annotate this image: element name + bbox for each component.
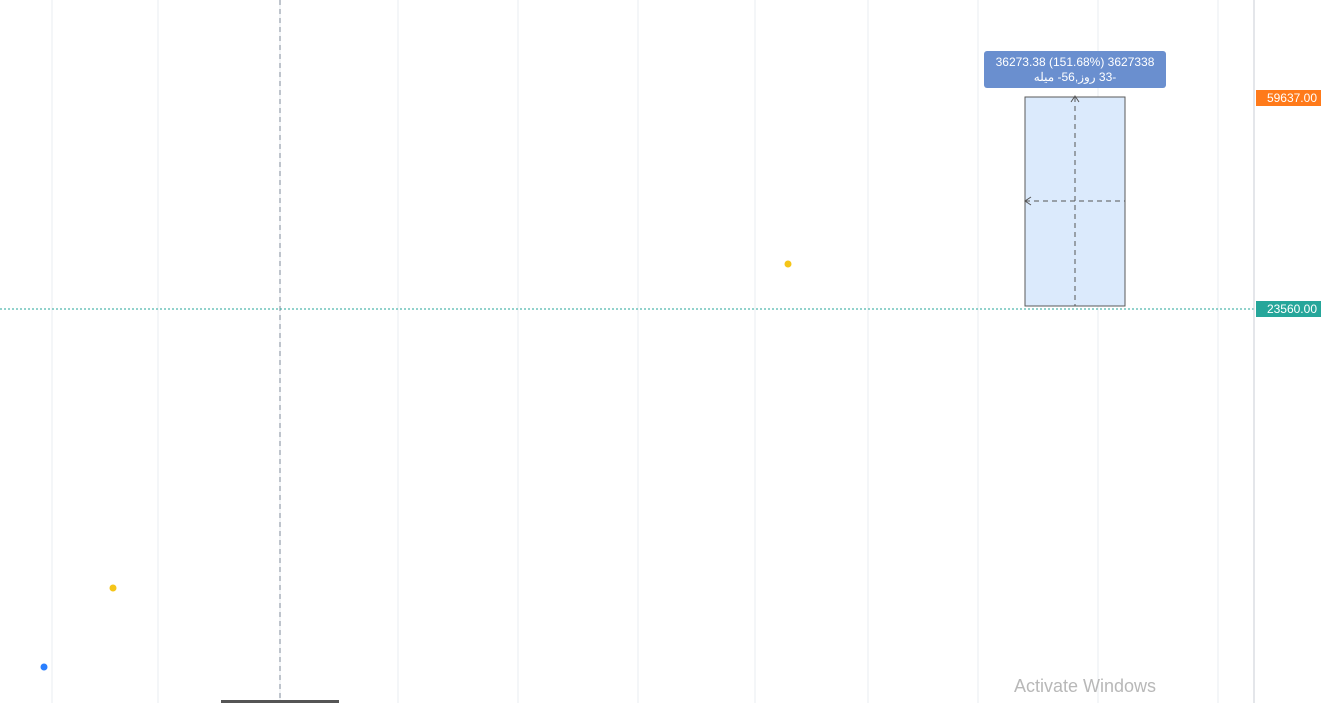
measure-tooltip-line2: -33 روز,56- میله bbox=[1033, 70, 1117, 84]
arrow-left-icon bbox=[1024, 196, 1032, 206]
measure-tooltip-line1: 36273.38 (151.68%) 3627338 bbox=[995, 55, 1155, 69]
time-scroll-handle[interactable] bbox=[221, 700, 339, 703]
line-tag-label: 59637.00 bbox=[1267, 91, 1317, 105]
last-price-tag: 23560.00 bbox=[1256, 301, 1321, 317]
event-marker[interactable] bbox=[40, 663, 48, 671]
line-price-tag: 59637.00 bbox=[1256, 90, 1321, 106]
arrow-up-icon bbox=[1070, 95, 1080, 103]
measure-tool[interactable] bbox=[1024, 95, 1126, 307]
line-tag-background bbox=[1256, 90, 1321, 106]
event-marker[interactable] bbox=[109, 584, 117, 592]
activate-windows-watermark: Activate Windows bbox=[1014, 676, 1157, 696]
price-tag-label: 23560.00 bbox=[1267, 302, 1317, 316]
measure-tooltip: 36273.38 (151.68%) 3627338 -33 روز,56- م… bbox=[984, 51, 1166, 88]
price-tag-background bbox=[1256, 301, 1321, 317]
price-axis[interactable]: 88000.0076000.0064000.0056500.0048500.00… bbox=[1253, 0, 1312, 703]
event-marker[interactable] bbox=[784, 260, 792, 268]
